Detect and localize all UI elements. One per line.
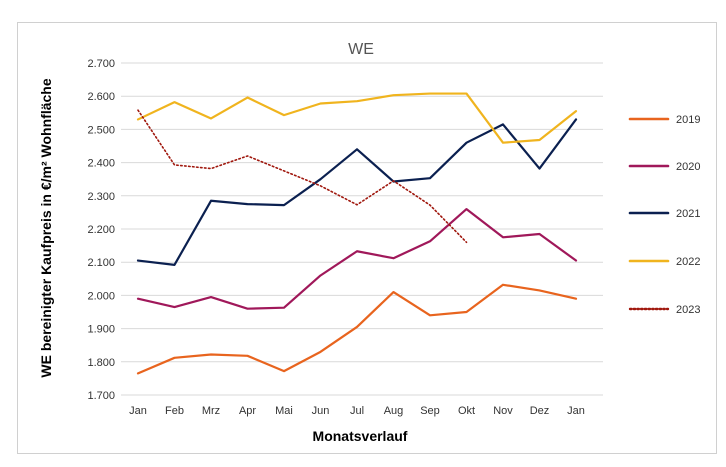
x-tick-label: Jul xyxy=(350,405,364,417)
x-tick-label: Apr xyxy=(239,405,256,417)
grid xyxy=(121,62,603,396)
y-tick-label: 2.700 xyxy=(87,58,115,70)
y-tick-label: 2.600 xyxy=(87,91,115,103)
series-line-2022 xyxy=(136,92,578,144)
y-axis-ticks: 1.700 1.800 1.900 2.000 2.100 2.200 2.300 2.400… xyxy=(87,58,115,402)
y-tick-label: 2.300 xyxy=(87,191,115,203)
legend: 2019 2020 2021 2022 2023 xyxy=(628,114,700,316)
y-tick-label: 1.800 xyxy=(87,357,115,369)
series-line-2019 xyxy=(136,283,578,375)
x-tick-label: Jan xyxy=(567,405,585,417)
legend-label-2019: 2019 xyxy=(676,114,700,126)
series-line-2021 xyxy=(136,118,578,266)
y-tick-label: 2.100 xyxy=(87,257,115,269)
chart-frame: 1.700 1.800 1.900 2.000 2.100 2.200 2.300 2.400… xyxy=(17,22,717,454)
x-tick-label: Sep xyxy=(420,405,440,417)
legend-label-2021: 2021 xyxy=(676,208,700,220)
legend-label-2022: 2022 xyxy=(676,256,700,268)
series-line-2020 xyxy=(136,207,578,310)
series xyxy=(136,92,578,375)
x-tick-label: Feb xyxy=(165,405,184,417)
y-tick-label: 2.200 xyxy=(87,224,115,236)
x-axis-ticks: Jan Feb Mrz Apr Mai Jun Jul Aug Sep Okt Nov Dez Jan xyxy=(129,405,585,417)
x-tick-label: Jun xyxy=(312,405,330,417)
legend-label-2023: 2023 xyxy=(676,304,700,316)
series-line-2023 xyxy=(137,109,468,244)
line-chart: 1.700 1.800 1.900 2.000 2.100 2.200 2.300 2.400… xyxy=(38,41,700,444)
y-tick-label: 2.000 xyxy=(87,290,115,302)
x-axis-title: Monatsverlauf xyxy=(313,428,408,444)
x-tick-label: Nov xyxy=(493,405,513,417)
legend-label-2020: 2020 xyxy=(676,161,700,173)
x-tick-label: Mai xyxy=(275,405,293,417)
y-tick-label: 1.700 xyxy=(87,390,115,402)
y-tick-label: 2.500 xyxy=(87,124,115,136)
y-tick-label: 2.400 xyxy=(87,158,115,170)
y-tick-label: 1.900 xyxy=(87,324,115,336)
x-tick-label: Aug xyxy=(384,405,404,417)
y-axis-title: WE bereinigter Kaufpreis in €/m² Wohnflä… xyxy=(38,78,54,377)
x-tick-label: Dez xyxy=(530,405,550,417)
x-tick-label: Jan xyxy=(129,405,147,417)
x-tick-label: Mrz xyxy=(202,405,220,417)
chart-title: WE xyxy=(348,41,374,58)
x-tick-label: Okt xyxy=(458,405,475,417)
